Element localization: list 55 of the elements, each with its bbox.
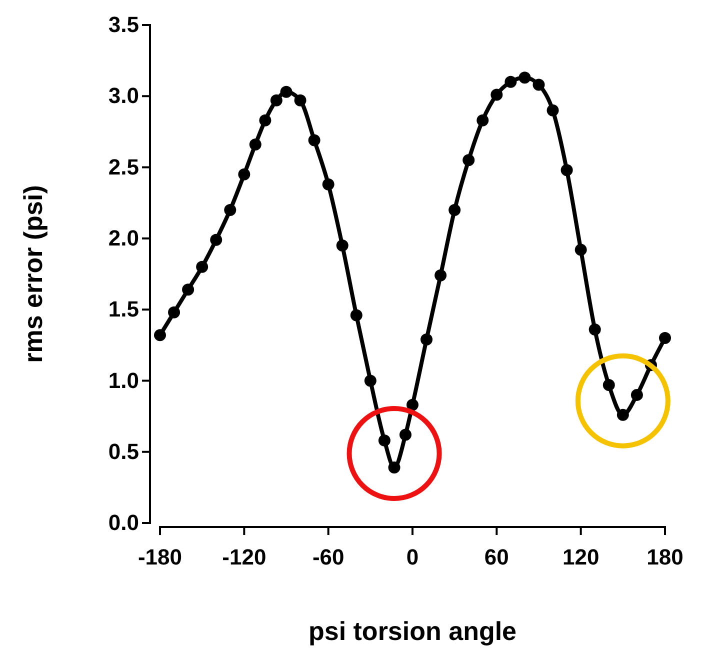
point: [388, 462, 400, 474]
point: [560, 164, 573, 176]
y-tick-label: 1.5: [108, 296, 139, 322]
point: [196, 260, 208, 273]
y-tick-label: 3.5: [108, 12, 139, 38]
x-tick-label: 120: [562, 544, 600, 570]
point: [420, 333, 433, 346]
x-tick-label: 60: [484, 544, 509, 570]
point: [210, 234, 222, 246]
point: [588, 323, 601, 336]
point: [322, 178, 334, 190]
point: [602, 378, 615, 391]
point: [249, 138, 262, 151]
point: [224, 204, 236, 216]
point: [259, 114, 272, 126]
point: [659, 332, 671, 344]
point: [448, 204, 461, 216]
point: [364, 374, 376, 387]
point: [378, 434, 390, 446]
point: [532, 78, 545, 91]
y-tick-label: 0.5: [108, 438, 139, 464]
point: [406, 398, 418, 411]
x-tick-label: 180: [646, 544, 684, 570]
x-tick-label: 0: [406, 544, 419, 570]
point: [462, 154, 475, 166]
point: [434, 269, 447, 282]
y-tick-label: 2.5: [108, 154, 139, 180]
point: [336, 240, 348, 252]
point: [630, 388, 643, 401]
y-axis-title: rms error (psi): [18, 185, 48, 363]
point: [504, 76, 517, 88]
y-tick-label: 0.0: [108, 510, 139, 536]
point: [546, 104, 559, 116]
point: [399, 428, 412, 441]
point: [280, 86, 292, 98]
point: [574, 244, 587, 256]
point: [616, 408, 629, 421]
x-tick-label: -120: [222, 544, 266, 570]
y-tick-label: 3.0: [108, 83, 139, 108]
x-tick-label: -180: [138, 544, 182, 570]
x-axis-title: psi torsion angle: [308, 616, 517, 646]
point: [294, 94, 306, 106]
point: [490, 88, 503, 101]
point: [182, 284, 194, 296]
point: [350, 309, 362, 322]
point: [168, 306, 180, 318]
point: [518, 72, 531, 84]
point: [308, 134, 320, 146]
x-tick-label: -60: [312, 544, 344, 570]
point: [476, 114, 489, 126]
y-tick-label: 1.0: [108, 368, 139, 393]
point: [154, 329, 166, 342]
point: [238, 168, 250, 180]
point: [270, 94, 282, 106]
y-tick-label: 2.0: [108, 225, 139, 250]
